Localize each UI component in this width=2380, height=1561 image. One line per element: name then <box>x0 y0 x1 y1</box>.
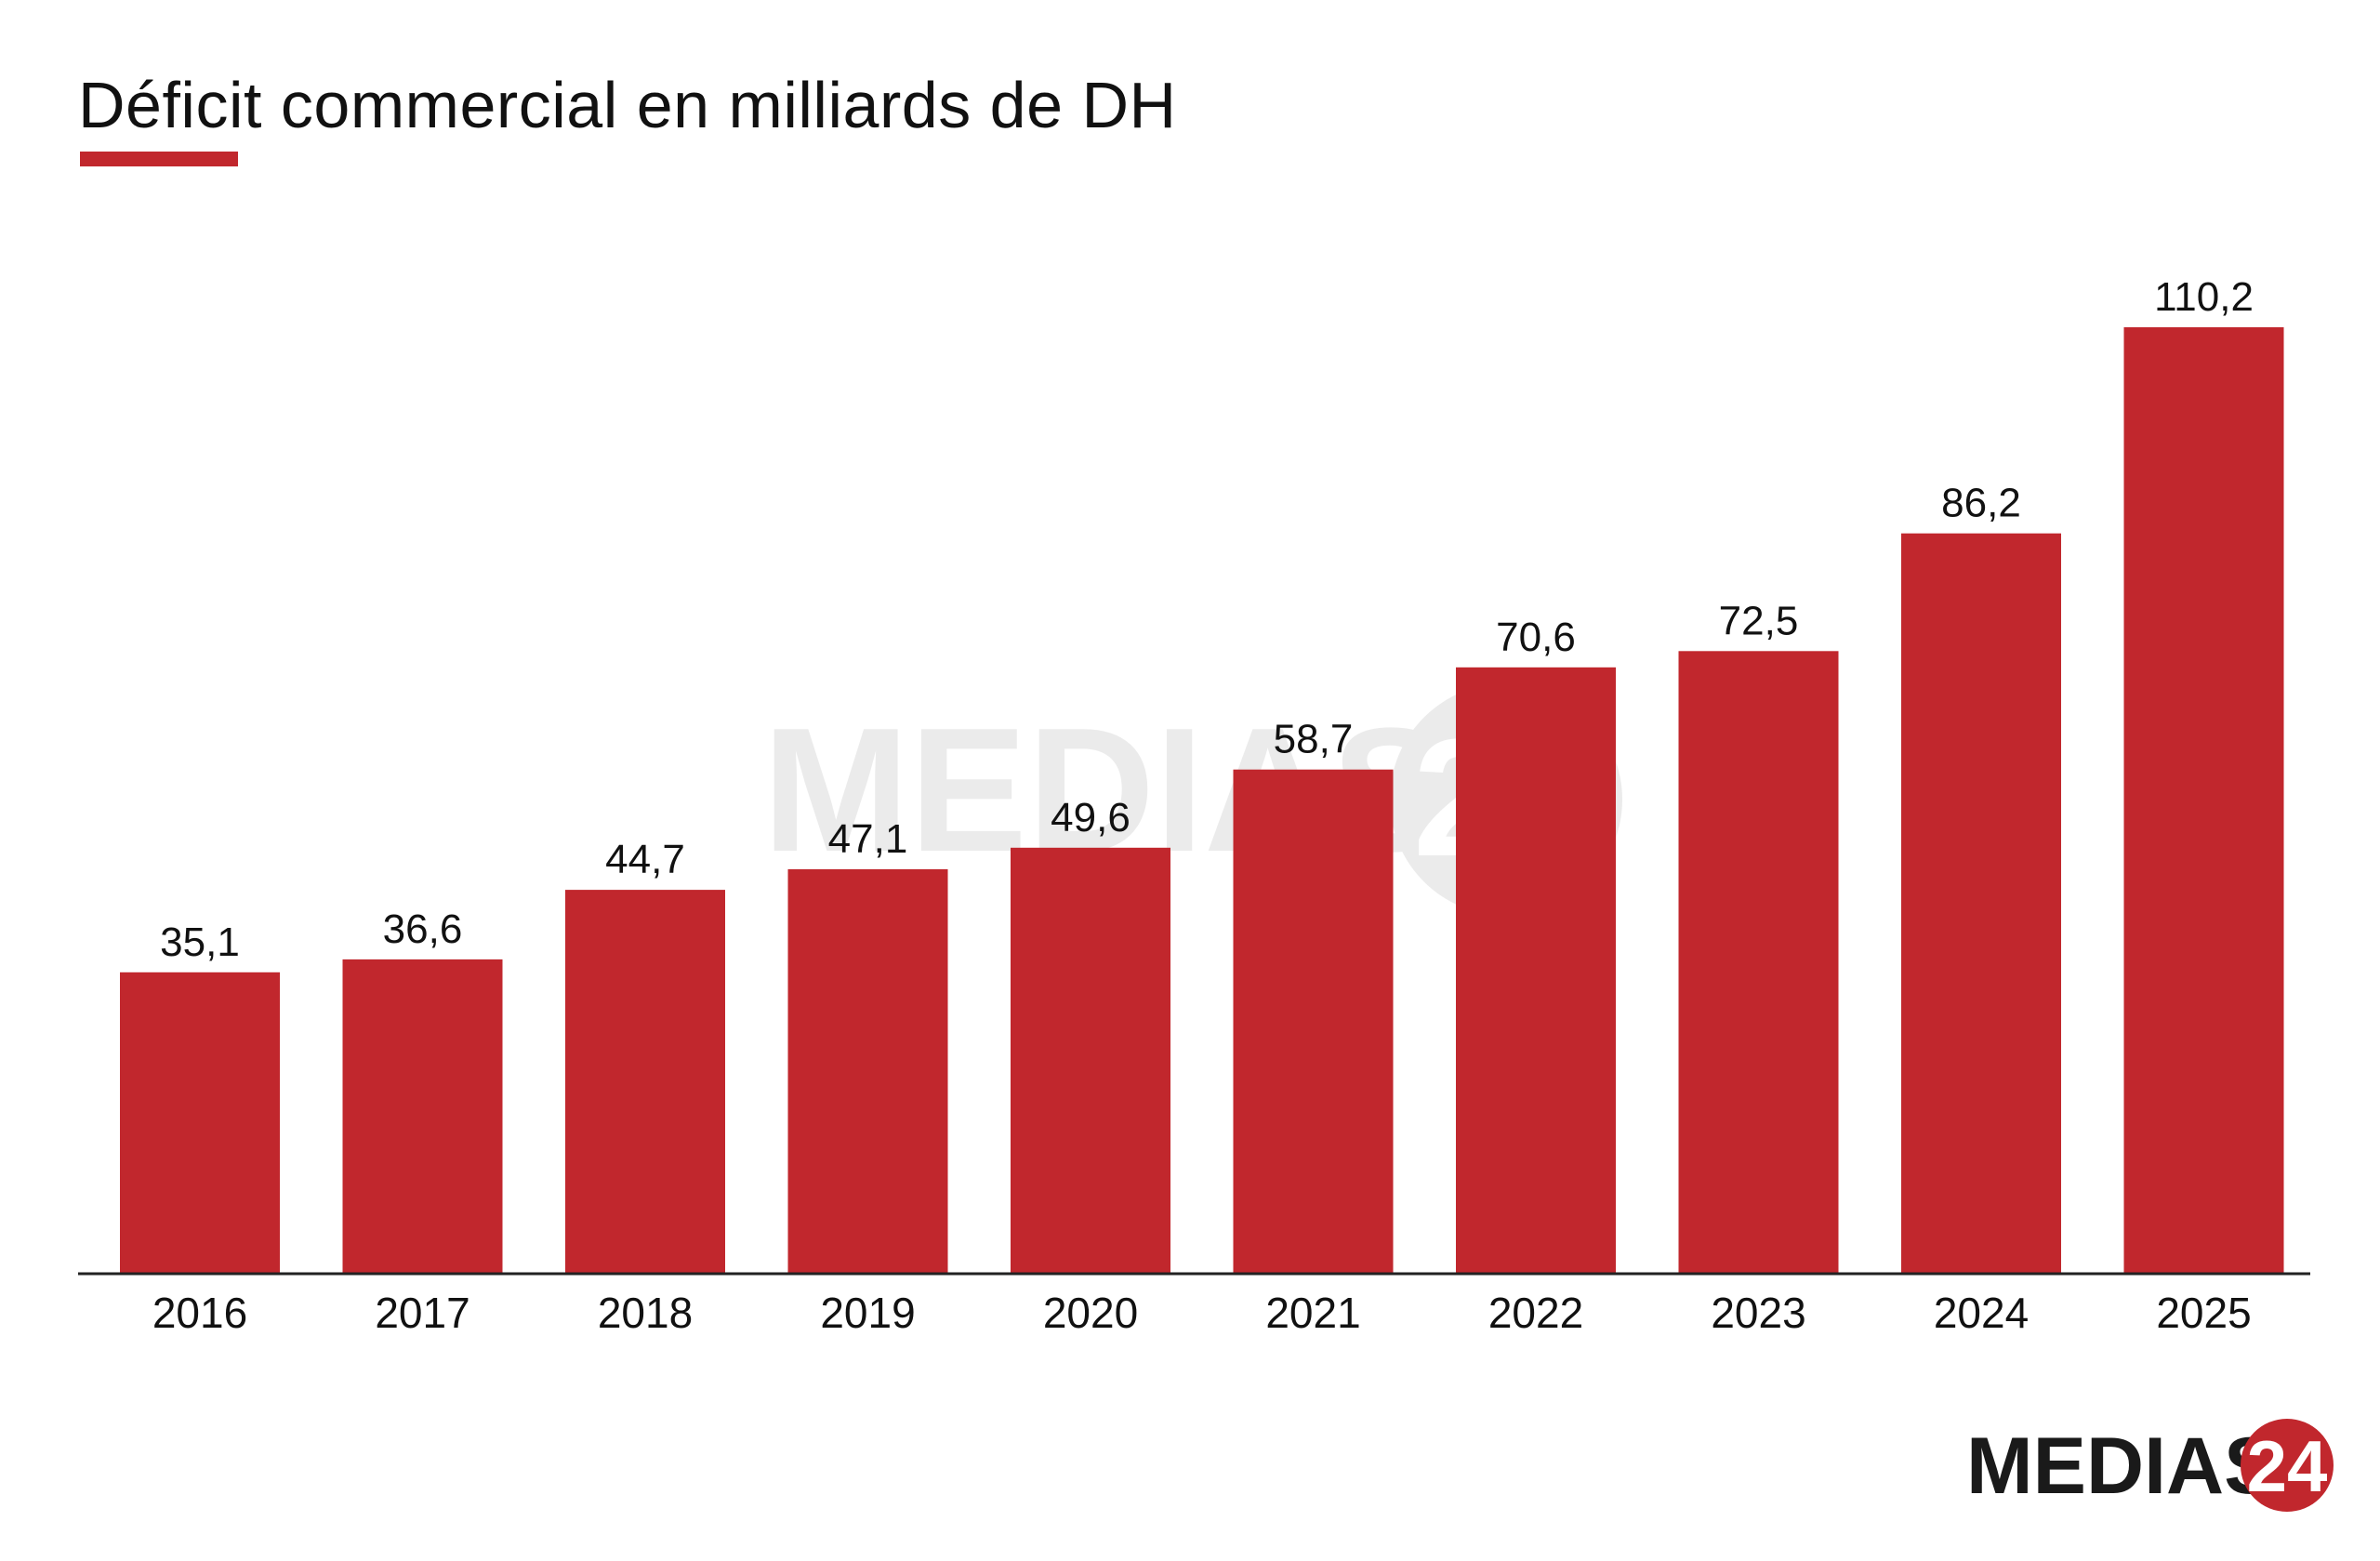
x-tick-2023: 2023 <box>1711 1289 1805 1337</box>
bars-group <box>120 327 2284 1274</box>
x-tick-2018: 2018 <box>598 1289 693 1337</box>
x-tick-labels-group: 2016 2017 2018 2019 2020 2021 2022 2023 2024 2025 <box>152 1289 2252 1337</box>
x-tick-2022: 2022 <box>1488 1289 1583 1337</box>
medias24-logo: MEDIAS 24 <box>1966 1419 2334 1512</box>
value-label-2017: 36,6 <box>383 906 463 952</box>
value-label-2024: 86,2 <box>1941 481 2021 526</box>
bar-2022 <box>1456 667 1616 1274</box>
title-accent-bar <box>80 152 238 166</box>
value-label-2023: 72,5 <box>1719 598 1799 643</box>
bar-2020 <box>1011 847 1170 1274</box>
bar-2016 <box>120 972 280 1274</box>
logo-circle-icon <box>2241 1419 2334 1512</box>
x-tick-2016: 2016 <box>152 1289 247 1337</box>
x-tick-2020: 2020 <box>1043 1289 1138 1337</box>
bar-2025 <box>2123 327 2284 1274</box>
bar-2023 <box>1678 651 1839 1274</box>
value-label-2018: 44,7 <box>605 837 685 882</box>
logo-text: MEDIAS <box>1966 1422 2277 1511</box>
bar-2024 <box>1901 533 2061 1274</box>
value-label-2021: 58,7 <box>1274 717 1354 762</box>
x-tick-2021: 2021 <box>1265 1289 1360 1337</box>
bar-2019 <box>787 868 948 1274</box>
value-label-2019: 47,1 <box>828 816 908 862</box>
bar-2017 <box>342 959 503 1274</box>
x-tick-2019: 2019 <box>820 1289 915 1337</box>
value-label-2016: 35,1 <box>160 919 240 965</box>
value-label-2025: 110,2 <box>2154 274 2254 320</box>
x-tick-2024: 2024 <box>1934 1289 2029 1337</box>
logo-number: 24 <box>2247 1425 2328 1507</box>
chart-title: Déficit commercial en milliards de DH <box>78 69 1177 141</box>
bar-2018 <box>565 890 725 1274</box>
value-labels-group: 35,1 36,6 44,7 47,1 49,6 58,7 70,6 72,5 86,2 110,… <box>160 274 2254 965</box>
value-label-2020: 49,6 <box>1051 795 1130 840</box>
bar-2021 <box>1233 769 1394 1274</box>
value-label-2022: 70,6 <box>1496 615 1576 660</box>
x-tick-2017: 2017 <box>375 1289 469 1337</box>
x-tick-2025: 2025 <box>2156 1289 2251 1337</box>
